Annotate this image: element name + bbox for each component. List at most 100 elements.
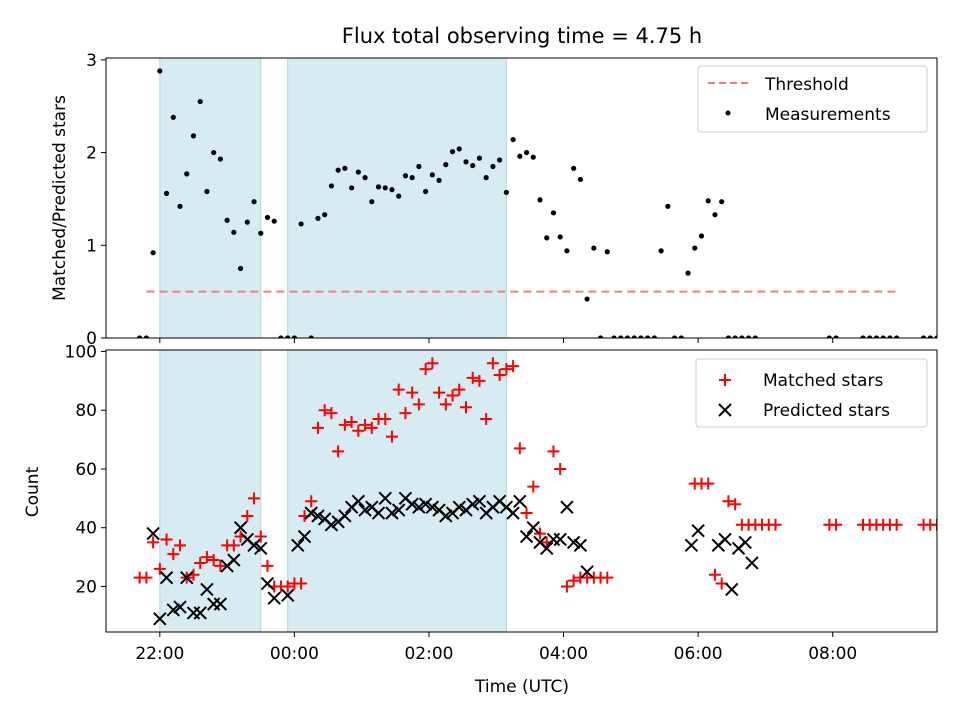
- top-legend: Threshold Measurements: [697, 65, 928, 133]
- data-point: [254, 530, 267, 543]
- data-point: [826, 335, 832, 338]
- data-point: [722, 495, 735, 508]
- data-point: [497, 157, 503, 163]
- data-point: [153, 562, 166, 575]
- data-point: [227, 539, 240, 552]
- data-point: [248, 492, 261, 505]
- bottom-x-ticks: 22:00 00:00 02:00 04:00 06:00 08:00: [135, 632, 857, 664]
- data-point: [311, 421, 324, 434]
- data-point: [691, 523, 705, 538]
- data-point: [719, 199, 725, 205]
- data-point: [332, 445, 345, 458]
- data-point: [887, 335, 893, 338]
- data-point: [513, 494, 527, 508]
- data-point: [143, 335, 149, 338]
- top-legend-box: [697, 65, 928, 133]
- data-point: [560, 580, 573, 593]
- shaded-interval: [159, 57, 262, 339]
- series-matched-stars: [133, 357, 937, 593]
- data-point: [473, 374, 486, 387]
- data-point: [345, 415, 358, 428]
- data-point: [624, 335, 631, 338]
- bottom-shaded-intervals: [159, 349, 507, 633]
- data-point: [418, 497, 433, 511]
- data-point: [527, 480, 540, 493]
- data-point: [359, 418, 372, 431]
- legend-predicted-label: Predicted stars: [763, 401, 890, 421]
- top-axes-frame: [105, 57, 938, 339]
- data-point: [725, 582, 739, 597]
- y-tick-label: 2: [86, 144, 97, 164]
- data-point: [708, 568, 721, 581]
- data-point: [351, 494, 366, 508]
- data-point: [385, 506, 399, 520]
- data-point: [645, 335, 651, 338]
- data-point: [322, 212, 328, 218]
- data-point: [211, 149, 217, 156]
- data-point: [241, 509, 254, 522]
- measurements-points: [137, 68, 960, 340]
- data-point: [705, 198, 711, 204]
- y-tick-label: 80: [75, 401, 97, 421]
- data-point: [193, 606, 207, 620]
- x-tick-label: 08:00: [808, 644, 857, 664]
- data-point: [530, 154, 536, 160]
- data-point: [584, 296, 590, 302]
- data-point: [506, 506, 520, 520]
- data-point: [426, 357, 439, 370]
- data-point: [304, 506, 318, 520]
- data-point: [520, 507, 533, 520]
- data-point: [738, 535, 752, 550]
- data-point: [550, 210, 557, 216]
- data-point: [352, 424, 365, 437]
- data-point: [955, 335, 960, 340]
- series-measurements: [137, 68, 960, 340]
- data-point: [146, 526, 160, 541]
- data-point: [678, 335, 684, 338]
- data-point: [685, 270, 691, 276]
- data-point: [244, 219, 250, 225]
- data-point: [472, 494, 487, 508]
- data-point: [503, 189, 509, 196]
- data-point: [449, 149, 456, 155]
- data-point: [204, 188, 210, 195]
- data-point: [566, 535, 581, 550]
- data-point: [365, 421, 378, 434]
- data-point: [601, 571, 614, 584]
- data-point: [291, 335, 298, 338]
- data-point: [295, 577, 308, 590]
- data-point: [732, 335, 738, 338]
- data-point: [308, 335, 314, 338]
- data-point: [671, 335, 678, 338]
- data-point: [237, 265, 244, 272]
- bottom-axes-frame: [105, 349, 938, 633]
- data-point: [702, 477, 715, 490]
- data-point: [254, 541, 268, 555]
- data-point: [291, 538, 305, 553]
- data-point: [459, 401, 472, 414]
- legend-matched-swatch: [719, 374, 731, 386]
- x-tick-label: 02:00: [404, 644, 453, 664]
- top-y-axis-label: Matched/Predicted stars: [50, 95, 70, 301]
- x-tick-label: 00:00: [270, 644, 319, 664]
- data-point: [362, 175, 368, 181]
- data-point: [577, 176, 583, 183]
- data-point: [261, 559, 274, 572]
- top-x-ticks: [159, 338, 834, 343]
- y-tick-label: 40: [75, 519, 97, 539]
- data-point: [564, 248, 570, 254]
- data-point: [523, 149, 530, 156]
- data-point: [342, 165, 348, 171]
- data-point: [739, 335, 745, 338]
- shaded-interval: [159, 349, 262, 633]
- data-point: [436, 177, 442, 183]
- data-point: [920, 335, 927, 338]
- data-point: [214, 559, 227, 572]
- data-point: [297, 529, 312, 544]
- y-tick-label: 0: [86, 329, 97, 349]
- data-point: [324, 518, 339, 532]
- data-point: [729, 498, 742, 511]
- data-point: [260, 576, 275, 591]
- data-point: [392, 383, 405, 396]
